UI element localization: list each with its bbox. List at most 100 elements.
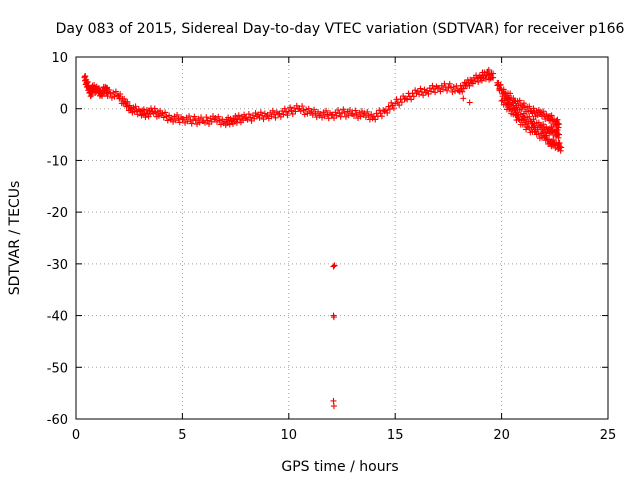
data-point (510, 95, 517, 102)
data-point (158, 111, 165, 118)
data-point (498, 97, 505, 104)
x-tick-label: 5 (178, 428, 186, 443)
y-tick-label: -20 (47, 206, 68, 221)
series-outliers (330, 262, 338, 410)
data-point (444, 87, 451, 94)
grid-layer (76, 57, 608, 419)
y-tick-label: -10 (47, 154, 68, 169)
data-point (241, 111, 248, 118)
data-point (304, 110, 311, 117)
x-tick-label: 10 (281, 428, 298, 443)
x-tick-label: 15 (387, 428, 404, 443)
data-point (330, 397, 337, 404)
data-point (365, 112, 372, 119)
data-point (140, 106, 147, 113)
data-point (285, 108, 292, 115)
data-point (460, 95, 467, 102)
data-point (504, 101, 511, 108)
data-point (408, 96, 415, 103)
data-point (361, 110, 368, 117)
data-point (530, 116, 537, 123)
data-point (479, 69, 486, 76)
data-point (311, 106, 318, 113)
plot-frame (75, 56, 609, 420)
data-point (162, 109, 169, 116)
data-point (449, 88, 456, 95)
data-point (212, 115, 219, 122)
y-axis-label: SDTVAR / TECUs (7, 181, 23, 296)
data-point (441, 80, 448, 87)
data-point (166, 112, 173, 119)
data-point (507, 90, 514, 97)
data-point (417, 85, 424, 92)
data-point (352, 107, 359, 114)
data-point (215, 113, 222, 120)
data-point (515, 116, 522, 123)
data-point (402, 95, 409, 102)
data-point (526, 103, 533, 110)
data-point (293, 102, 300, 109)
data-point (485, 66, 492, 73)
data-point (534, 126, 541, 133)
data-point (490, 70, 497, 77)
data-point (159, 110, 166, 117)
data-point (104, 90, 111, 97)
data-point (543, 132, 550, 139)
data-point (523, 126, 530, 133)
data-point (530, 105, 537, 112)
data-point (272, 114, 279, 121)
x-tick-label: 20 (493, 428, 510, 443)
data-point (432, 89, 439, 96)
series-lower-branch (498, 97, 565, 154)
data-point (364, 108, 371, 115)
points-layer (81, 66, 565, 410)
data-point (362, 114, 369, 121)
data-point (540, 129, 547, 136)
data-point (331, 262, 338, 269)
data-point (325, 115, 332, 122)
data-point (284, 112, 291, 119)
data-point (217, 121, 224, 128)
tick-layer: 0 5 10 15 20 25 10 0 -10 -20 -30 -40 -50 -60 (47, 51, 617, 443)
data-point (124, 98, 131, 105)
data-point (366, 116, 373, 123)
data-point (520, 117, 527, 124)
data-point (540, 108, 547, 115)
data-point (142, 114, 149, 121)
data-point (460, 85, 467, 92)
x-axis-label: GPS time / hours (281, 459, 398, 475)
data-point (232, 113, 239, 120)
data-point (520, 100, 527, 107)
data-point (299, 103, 306, 110)
data-point (530, 124, 537, 131)
data-point (111, 93, 118, 100)
y-tick-label: 0 (60, 103, 68, 118)
data-point (174, 111, 181, 118)
data-point (384, 109, 391, 116)
data-point (107, 90, 114, 97)
data-point (233, 119, 240, 126)
y-tick-label: -40 (47, 310, 68, 325)
data-point (297, 108, 304, 115)
y-tick-label: -30 (47, 258, 68, 273)
data-point (335, 107, 342, 114)
data-point (283, 108, 290, 115)
data-point (466, 99, 473, 106)
series-middle-branch (494, 79, 563, 141)
data-point (496, 87, 503, 94)
chart-title: Day 083 of 2015, Sidereal Day-to-day VTE… (56, 21, 625, 37)
series-scattered (460, 66, 503, 106)
data-point (110, 89, 117, 96)
data-point (163, 113, 170, 120)
data-point (396, 102, 403, 109)
data-point (112, 88, 119, 95)
data-point (99, 93, 106, 100)
data-point (160, 114, 167, 121)
data-point (252, 110, 259, 117)
data-point (226, 121, 233, 128)
data-point (516, 97, 523, 104)
data-point (446, 80, 453, 87)
data-point (500, 89, 507, 96)
data-point (337, 113, 344, 120)
data-point (520, 110, 527, 117)
